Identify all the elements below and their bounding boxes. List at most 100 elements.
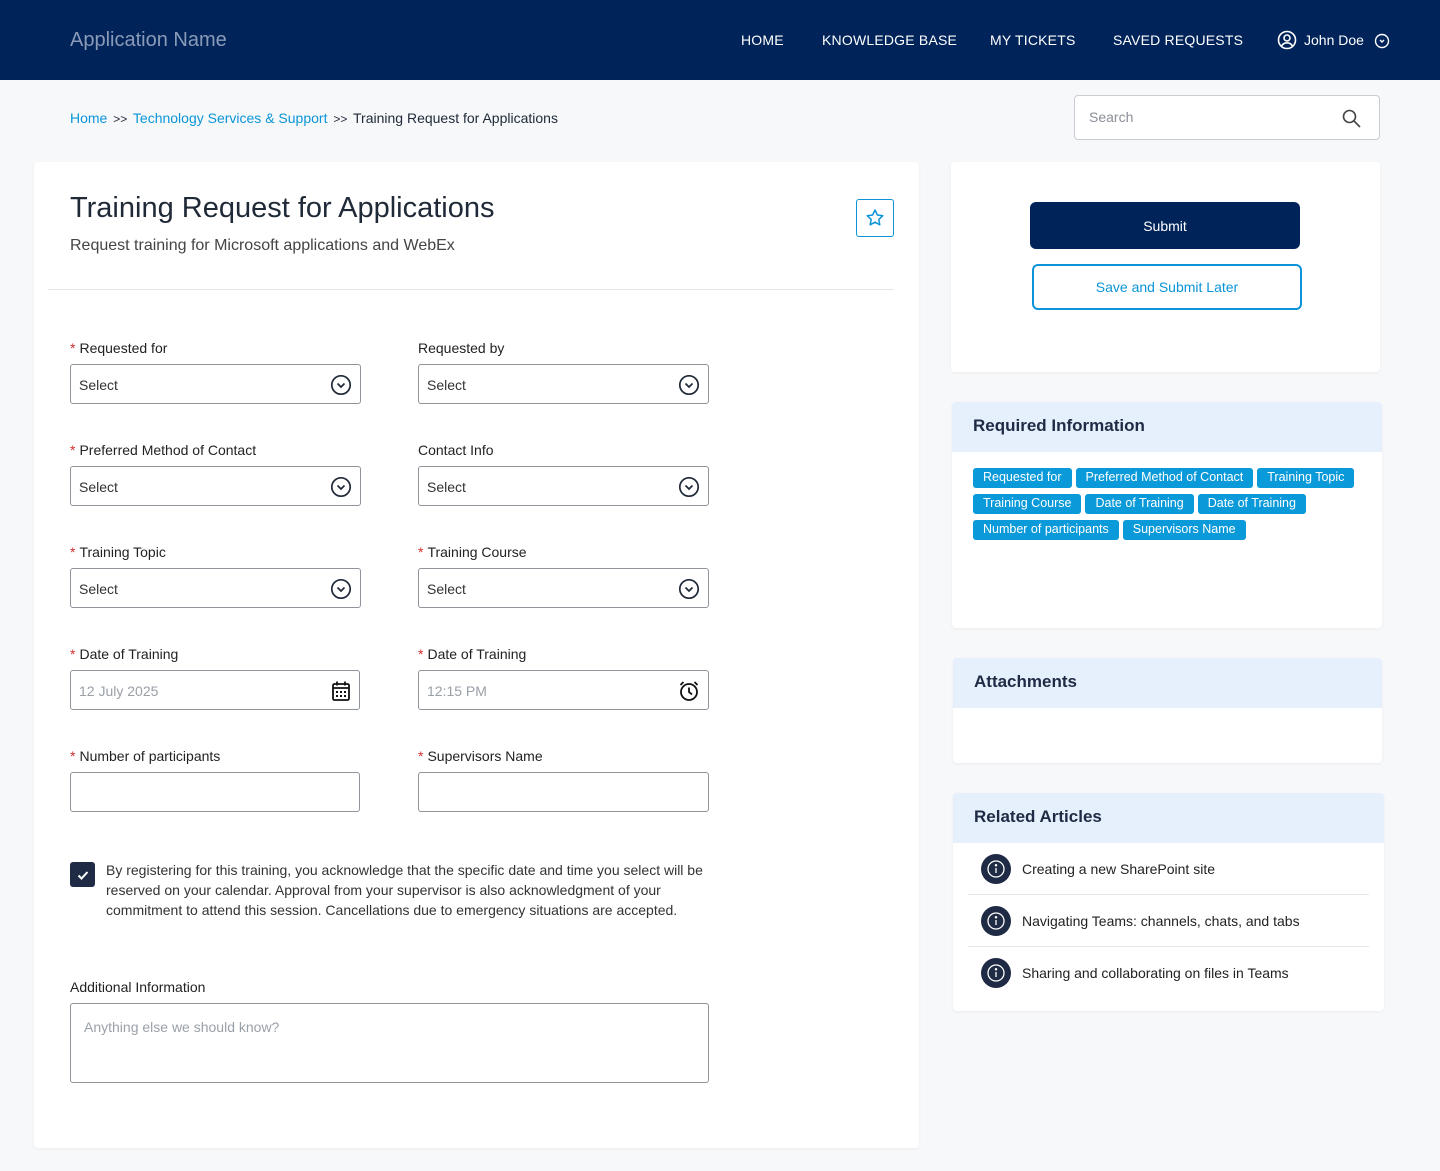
required-info-title: Required Information bbox=[952, 402, 1382, 452]
field-label: * Training Topic bbox=[70, 544, 166, 560]
related-article-link[interactable]: Sharing and collaborating on files in Te… bbox=[968, 947, 1369, 999]
info-icon bbox=[981, 958, 1011, 988]
required-tag[interactable]: Date of Training bbox=[1085, 494, 1194, 514]
submit-button[interactable]: Submit bbox=[1030, 202, 1300, 249]
input-date-of-training[interactable]: 12:15 PM bbox=[418, 670, 709, 710]
input-supervisors-name[interactable] bbox=[418, 772, 709, 812]
nav-home[interactable]: HOME bbox=[741, 32, 784, 48]
user-menu[interactable]: John Doe bbox=[1277, 30, 1390, 50]
form-card bbox=[34, 162, 919, 1148]
additional-info-textarea[interactable]: Anything else we should know? bbox=[70, 1003, 709, 1083]
divider bbox=[48, 289, 894, 290]
field-value: Select bbox=[427, 581, 466, 597]
required-asterisk: * bbox=[70, 748, 76, 764]
required-tag[interactable]: Training Course bbox=[973, 494, 1082, 514]
chevron-down-icon[interactable] bbox=[678, 374, 700, 399]
chevron-down-icon bbox=[1374, 33, 1390, 49]
related-article-link[interactable]: Navigating Teams: channels, chats, and t… bbox=[968, 895, 1369, 947]
field-label-text: Number of participants bbox=[79, 748, 221, 764]
app-name[interactable]: Application Name bbox=[70, 29, 227, 51]
required-info-panel: Required Information Requested for Prefer… bbox=[952, 402, 1382, 628]
search-icon[interactable] bbox=[1342, 109, 1361, 128]
breadcrumb-current: Training Request for Applications bbox=[353, 110, 558, 126]
breadcrumb-separator: >> bbox=[333, 112, 348, 126]
chevron-down-icon[interactable] bbox=[330, 374, 352, 399]
required-tag[interactable]: Date of Training bbox=[1197, 494, 1306, 514]
select-training-topic[interactable]: Select bbox=[70, 568, 361, 608]
field-label: * Number of participants bbox=[70, 748, 220, 764]
breadcrumb: Home >> Technology Services & Support >>… bbox=[70, 110, 558, 126]
field-label: * Preferred Method of Contact bbox=[70, 442, 256, 458]
search-placeholder: Search bbox=[1089, 109, 1134, 125]
field-label: Contact Info bbox=[418, 442, 494, 458]
field-value: Select bbox=[79, 581, 118, 597]
field-label-text: Date of Training bbox=[427, 646, 527, 662]
page-title: Training Request for Applications bbox=[70, 192, 495, 224]
clock-icon[interactable] bbox=[678, 680, 700, 705]
field-value: Select bbox=[427, 377, 466, 393]
nav-saved-requests[interactable]: SAVED REQUESTS bbox=[1113, 32, 1244, 48]
field-label: * Supervisors Name bbox=[418, 748, 543, 764]
required-asterisk: * bbox=[70, 340, 76, 356]
field-value: Select bbox=[427, 479, 466, 495]
select-requested-by[interactable]: Select bbox=[418, 364, 709, 404]
nav-knowledge-base[interactable]: KNOWLEDGE BASE bbox=[822, 32, 958, 48]
chevron-down-icon[interactable] bbox=[330, 578, 352, 603]
save-submit-later-button[interactable]: Save and Submit Later bbox=[1032, 264, 1302, 310]
required-asterisk: * bbox=[418, 748, 424, 764]
field-value: Select bbox=[79, 479, 118, 495]
attachments-panel: Attachments bbox=[953, 658, 1382, 763]
select-preferred-method-of-contact[interactable]: Select bbox=[70, 466, 361, 506]
additional-info-label: Additional Information bbox=[70, 979, 206, 995]
required-asterisk: * bbox=[418, 544, 424, 560]
info-icon bbox=[981, 853, 1011, 884]
required-asterisk: * bbox=[70, 442, 76, 458]
nav-my-tickets[interactable]: MY TICKETS bbox=[990, 32, 1076, 48]
input-date-of-training[interactable]: 12 July 2025 bbox=[70, 670, 360, 710]
page-subtitle: Request training for Microsoft applicati… bbox=[70, 237, 455, 254]
field-label: * Requested for bbox=[70, 340, 167, 356]
favorite-button[interactable] bbox=[856, 199, 894, 237]
chevron-down-icon[interactable] bbox=[330, 476, 352, 501]
breadcrumb-separator: >> bbox=[113, 112, 128, 126]
required-tag[interactable]: Preferred Method of Contact bbox=[1075, 468, 1254, 488]
select-training-course[interactable]: Select bbox=[418, 568, 709, 608]
related-article-link[interactable]: Creating a new SharePoint site bbox=[968, 843, 1369, 895]
required-asterisk: * bbox=[418, 646, 424, 662]
field-label-text: Preferred Method of Contact bbox=[79, 442, 257, 458]
field-label: * Date of Training bbox=[418, 646, 526, 662]
search-input[interactable]: Search bbox=[1074, 95, 1380, 140]
field-label: * Date of Training bbox=[70, 646, 178, 662]
required-tag[interactable]: Requested for bbox=[973, 468, 1072, 488]
required-tag[interactable]: Number of participants bbox=[973, 520, 1119, 540]
required-asterisk: * bbox=[70, 646, 76, 662]
input-number-of-participants[interactable] bbox=[70, 772, 360, 812]
article-title: Sharing and collaborating on files in Te… bbox=[1022, 965, 1289, 981]
top-navbar: Application Name HOME KNOWLEDGE BASE MY … bbox=[0, 0, 1440, 80]
chevron-down-icon[interactable] bbox=[678, 476, 700, 501]
breadcrumb-home[interactable]: Home bbox=[70, 110, 108, 126]
field-label-text: Date of Training bbox=[79, 646, 179, 662]
calendar-icon[interactable] bbox=[331, 680, 351, 705]
field-value: 12:15 PM bbox=[427, 683, 487, 699]
article-title: Creating a new SharePoint site bbox=[1022, 860, 1215, 877]
field-label-text: Contact Info bbox=[418, 442, 494, 458]
select-requested-for[interactable]: Select bbox=[70, 364, 361, 404]
star-icon bbox=[866, 209, 884, 226]
required-asterisk: * bbox=[70, 544, 76, 560]
acknowledgement-text: By registering for this training, you ac… bbox=[106, 862, 703, 918]
related-articles-title: Related Articles bbox=[953, 793, 1384, 843]
field-label: Requested by bbox=[418, 340, 504, 356]
select-contact-info[interactable]: Select bbox=[418, 466, 709, 506]
field-label-text: Requested for bbox=[79, 340, 168, 356]
required-tag[interactable]: Training Topic bbox=[1257, 468, 1355, 488]
acknowledge-checkbox[interactable] bbox=[70, 862, 95, 887]
field-label: * Training Course bbox=[418, 544, 527, 560]
check-icon bbox=[77, 870, 88, 880]
field-label-text: Training Course bbox=[427, 544, 527, 560]
chevron-down-icon[interactable] bbox=[678, 578, 700, 603]
attachments-title: Attachments bbox=[953, 658, 1382, 708]
breadcrumb-category[interactable]: Technology Services & Support bbox=[132, 110, 328, 126]
info-icon bbox=[981, 905, 1011, 936]
required-tag[interactable]: Supervisors Name bbox=[1122, 520, 1246, 540]
